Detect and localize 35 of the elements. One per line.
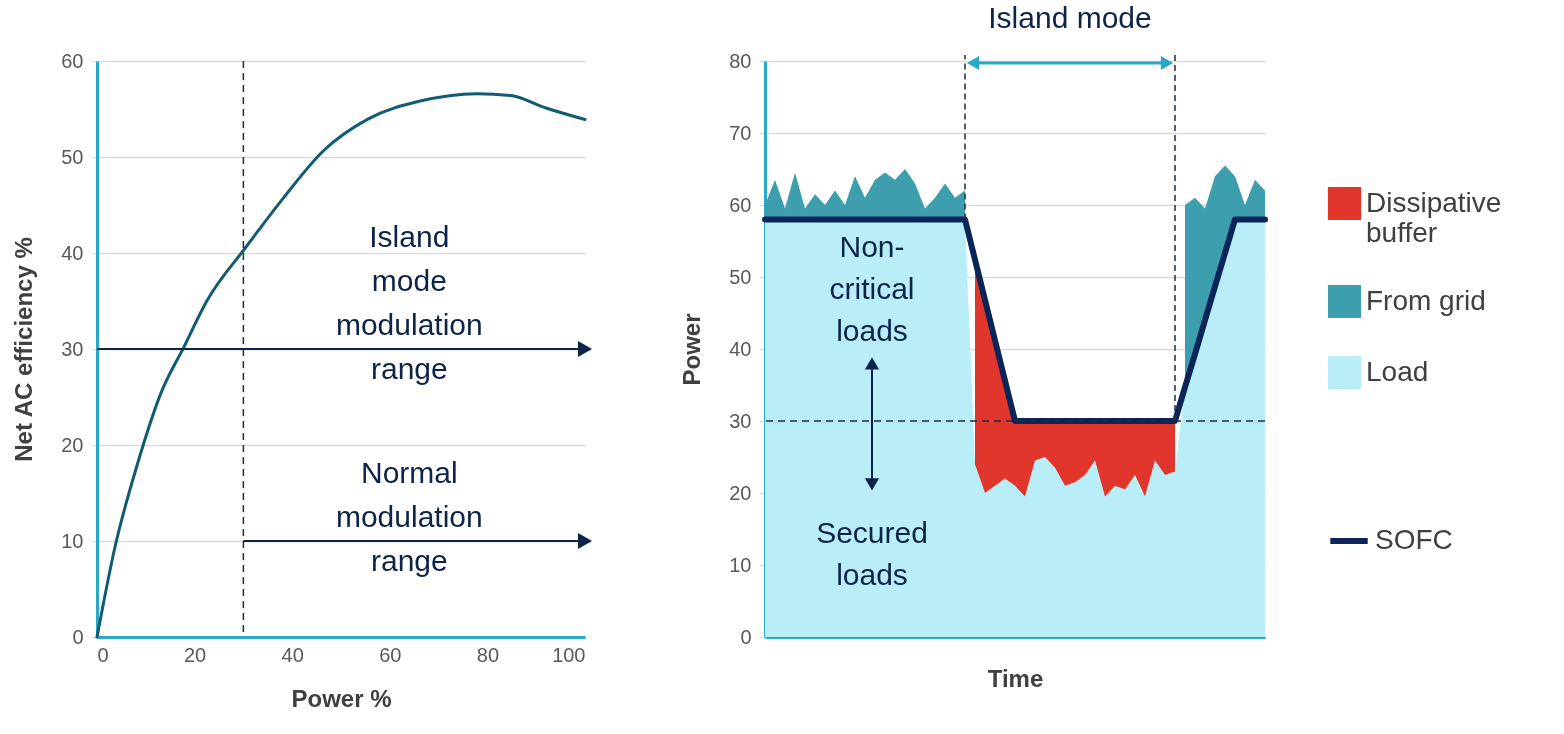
y-tick-label: 20 (61, 433, 84, 456)
y-tick-label: 10 (729, 553, 752, 576)
legend-label: SOFC (1375, 524, 1453, 555)
annotation: Island mode modulation range (335, 220, 483, 385)
y-tick-label: 60 (61, 49, 84, 72)
y-tick-label: 60 (729, 193, 752, 216)
legend-label: Dissipative buffer (1366, 186, 1502, 248)
y-axis-title: Power (678, 313, 706, 386)
x-tick-label: 40 (281, 643, 304, 666)
y-tick-label: 0 (72, 625, 84, 648)
x-tick-label: 80 (476, 643, 500, 666)
y-tick-label: 70 (729, 121, 752, 144)
text: Island mode (988, 1, 1152, 34)
x-tick-label: 60 (379, 643, 402, 666)
y-tick-label: 20 (729, 481, 752, 504)
y-tick-label: 50 (729, 265, 752, 288)
x-tick-label: 100 (552, 643, 586, 666)
legend-label: From grid (1366, 284, 1486, 316)
y-tick-label: 30 (729, 409, 752, 432)
y-tick-label: 80 (729, 49, 752, 72)
annotation: Non-critical loads (829, 230, 915, 348)
annotation: Secured loads (816, 515, 928, 591)
annotation: Normal modulation range (335, 456, 483, 577)
y-tick-label: 30 (61, 337, 84, 360)
y-tick-label: 40 (61, 241, 84, 264)
y-tick-label: 10 (61, 529, 84, 552)
y-axis-title: Net AC efficiency % (10, 237, 38, 462)
y-tick-label: 40 (729, 337, 752, 360)
x-axis-title: Power % (291, 684, 392, 712)
y-tick-label: 50 (61, 145, 84, 168)
x-tick-label: 20 (183, 643, 207, 666)
x-axis-title: Time (987, 664, 1044, 692)
legend-label: Load (1366, 355, 1429, 387)
y-tick-label: 0 (740, 625, 752, 648)
x-tick-label: 0 (97, 643, 109, 666)
